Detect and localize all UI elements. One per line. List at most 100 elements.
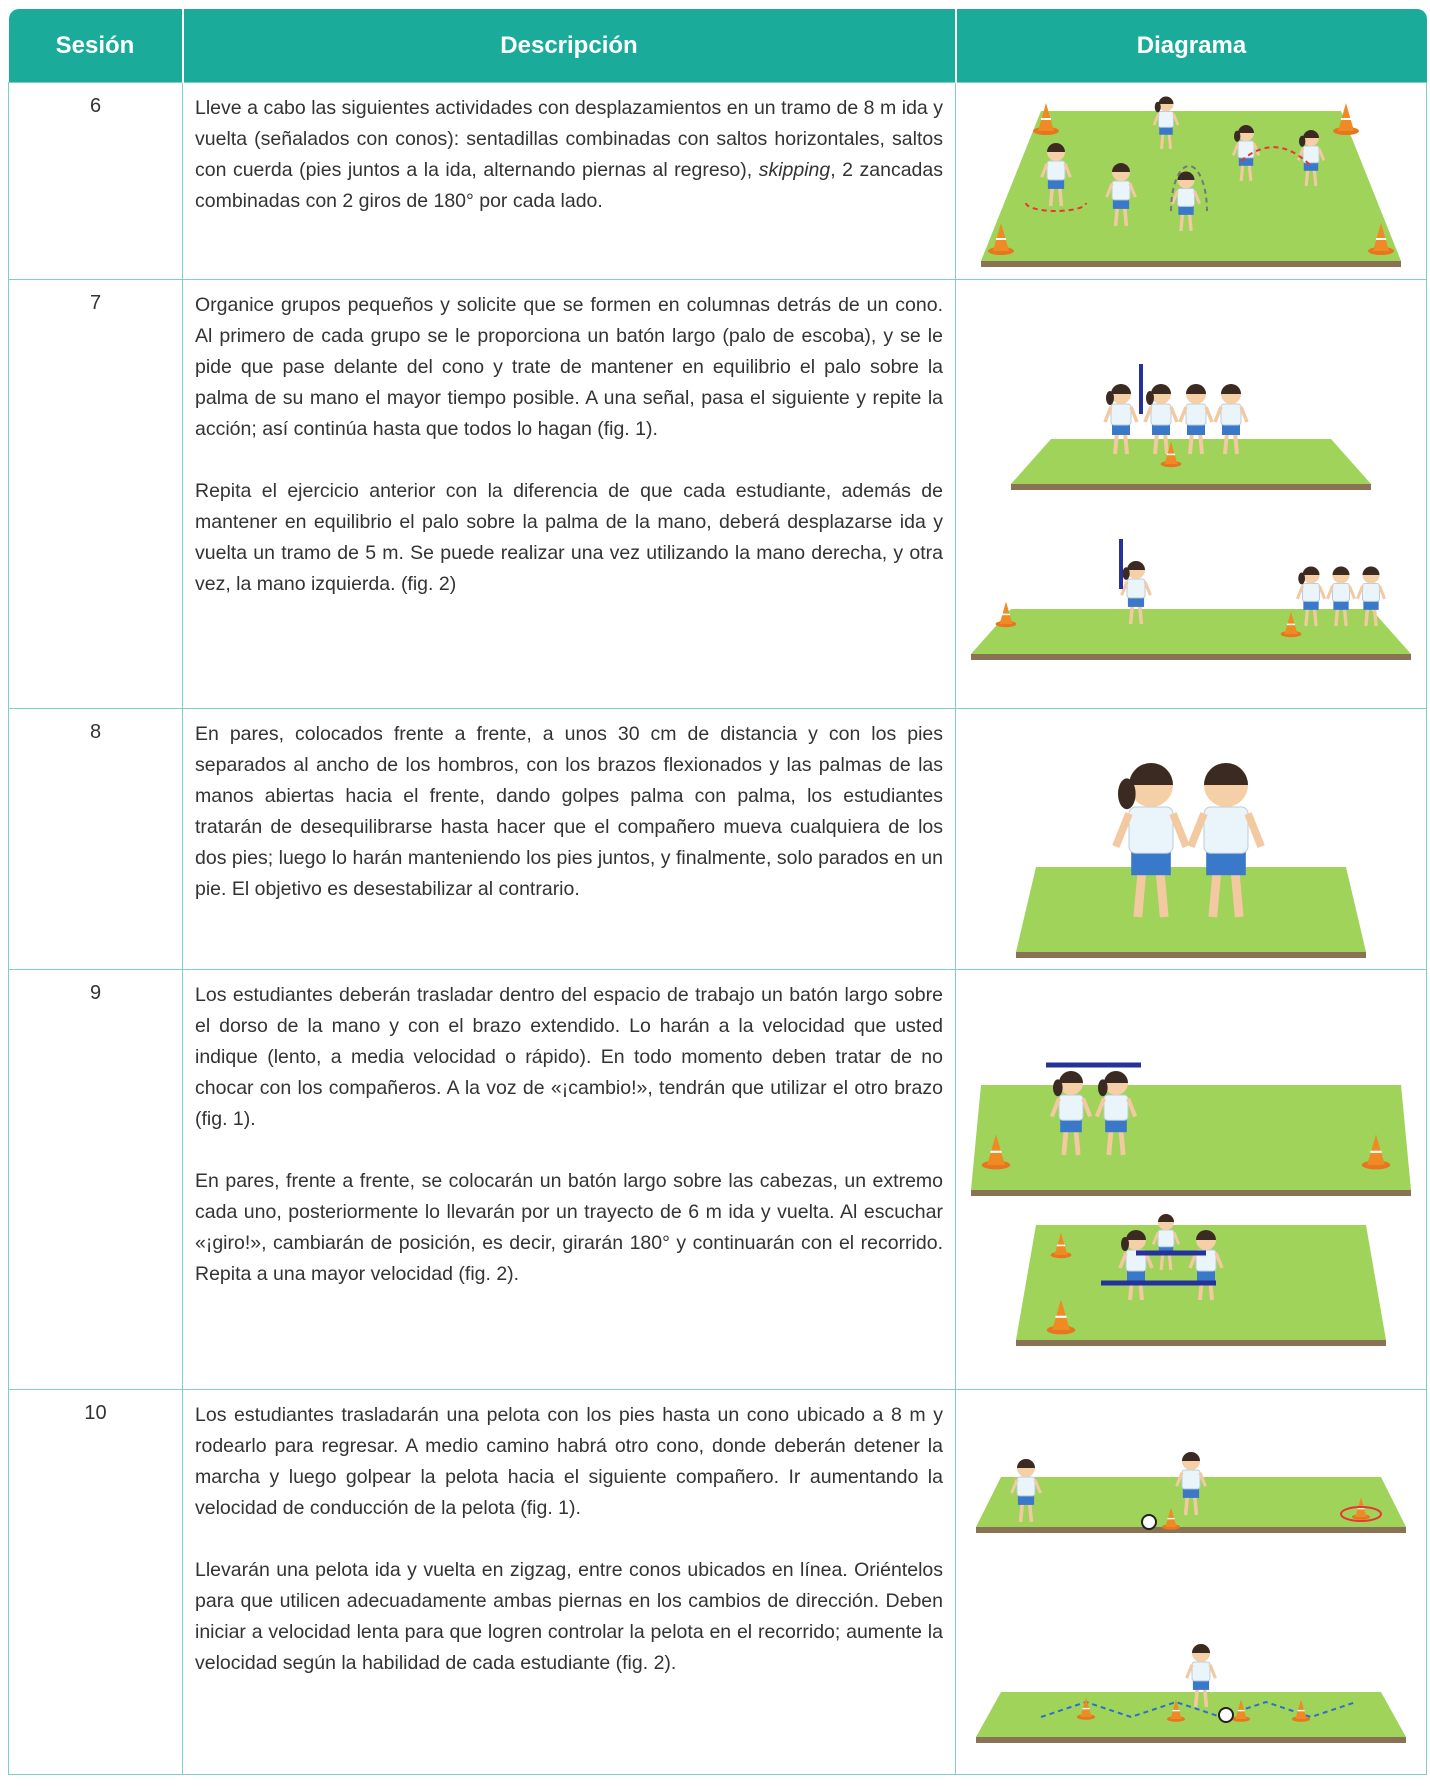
leg [1198, 431, 1204, 455]
shorts [1363, 600, 1379, 610]
field-edge [1011, 484, 1371, 490]
arm [1129, 406, 1139, 423]
leg [1163, 431, 1169, 455]
hair [1302, 566, 1320, 575]
leg [1233, 431, 1239, 455]
field [1011, 439, 1371, 484]
leg [1183, 1495, 1190, 1516]
arm [1204, 406, 1214, 423]
header-row: Sesión Descripción Diagrama [8, 9, 1427, 83]
shirt [1191, 1661, 1211, 1682]
shirt [1157, 1229, 1175, 1247]
leg [1113, 206, 1120, 227]
arm [1348, 585, 1356, 600]
diagram-cell [955, 708, 1427, 970]
arm [1356, 585, 1364, 600]
diagram [971, 1062, 1411, 1346]
ponytail [1118, 777, 1136, 809]
diagram-cell [955, 1389, 1427, 1775]
shorts [1047, 179, 1065, 189]
diagram [981, 96, 1401, 267]
arm [1239, 406, 1249, 423]
shirt [1150, 403, 1172, 426]
ball [1141, 1514, 1157, 1530]
row: 8 En pares, colocados frente a frente, a… [8, 708, 1427, 970]
leg [1106, 1127, 1114, 1155]
leg [1048, 186, 1055, 207]
leg [1155, 867, 1169, 917]
cone [1038, 103, 1054, 131]
field [971, 609, 1411, 654]
leg [1372, 607, 1378, 627]
cone [1367, 1133, 1385, 1165]
leg [1208, 867, 1222, 917]
arm [1169, 406, 1179, 423]
shorts [1222, 424, 1240, 435]
hair [1104, 1070, 1128, 1083]
shorts [1192, 1680, 1210, 1690]
leg [1167, 132, 1172, 150]
cone [1080, 1697, 1092, 1717]
leg [1304, 168, 1310, 187]
arm [1010, 1479, 1019, 1494]
hair [1221, 384, 1241, 394]
hair [1186, 384, 1206, 394]
leg [1123, 431, 1129, 455]
shorts [1333, 600, 1349, 610]
cone [999, 601, 1013, 624]
arm [1094, 1097, 1106, 1117]
arm [1326, 585, 1334, 600]
hair [1112, 163, 1130, 172]
leg [1073, 1127, 1081, 1155]
diagram [971, 364, 1411, 660]
leg [1118, 1127, 1126, 1155]
shirt [1185, 403, 1207, 426]
path-line [1025, 202, 1087, 212]
arm [1120, 581, 1129, 596]
paragraph: Organice grupos pequeños y solicite que … [195, 294, 943, 440]
text: , 2 zancadas combinadas con 2 giros de 1… [195, 159, 943, 212]
arm [1175, 1472, 1184, 1487]
session-number: 10 [8, 1389, 183, 1775]
diagram-cell [955, 82, 1427, 280]
arm [1378, 585, 1386, 600]
ponytail [1298, 572, 1306, 585]
arm [1317, 147, 1326, 161]
arm [1213, 406, 1223, 423]
diagram-cell [955, 969, 1427, 1390]
row: 7 Organice grupos pequeños y solicite qu… [8, 279, 1427, 709]
shirt [1046, 160, 1066, 181]
cone [1052, 1298, 1070, 1330]
leg [1057, 186, 1064, 207]
arm [1185, 1664, 1194, 1679]
arm [1172, 113, 1180, 126]
paragraph: En pares, frente a frente, se colocarán … [195, 1170, 943, 1285]
leg [1239, 163, 1245, 182]
arm [1296, 585, 1304, 600]
arm [1040, 163, 1049, 178]
arm [1063, 163, 1072, 178]
shorts [1159, 126, 1173, 135]
arm [1118, 1251, 1128, 1269]
arm [1231, 142, 1240, 156]
ponytail [1106, 391, 1114, 405]
hair [1196, 1229, 1216, 1240]
shirt [1177, 188, 1195, 207]
leg [1027, 1502, 1034, 1523]
ponytail [1234, 130, 1241, 142]
arm [1198, 1472, 1207, 1487]
shorts [1127, 597, 1145, 607]
shorts [1060, 1118, 1082, 1132]
shorts [1105, 1118, 1127, 1132]
leg [1202, 1687, 1209, 1708]
leg [1187, 212, 1193, 232]
shorts [1112, 199, 1130, 209]
description: En pares, colocados frente a frente, a u… [182, 708, 956, 970]
shirt [1016, 1476, 1036, 1497]
shirt [1302, 583, 1320, 602]
field [1016, 866, 1366, 952]
shirt [1058, 1094, 1084, 1121]
leg [1128, 604, 1135, 625]
hair [1129, 762, 1173, 785]
diagram-cell [955, 279, 1427, 709]
